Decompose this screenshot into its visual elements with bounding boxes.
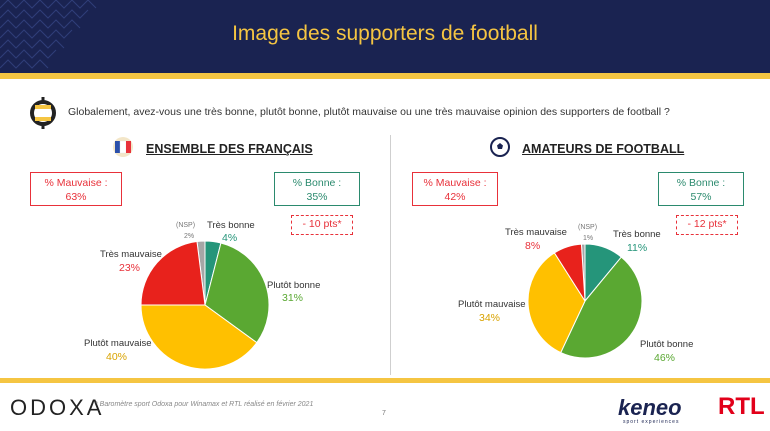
value-tres-bonne: 11%	[627, 242, 648, 254]
keneo-tagline: sport experiences	[623, 419, 680, 425]
bad-summary-label: % Mauvaise :	[423, 177, 487, 189]
footer-accent-bar	[0, 378, 770, 383]
odoxa-logo: ODOXA	[10, 395, 105, 420]
bad-summary-value: 63%	[65, 191, 87, 203]
delta-badge: - 10 pts*	[291, 215, 353, 235]
label-plutot-mauvaise: Plutôt mauvaise	[84, 338, 152, 349]
value-tres-mauvaise: 8%	[525, 240, 541, 252]
good-summary-value: 57%	[690, 191, 712, 203]
good-summary-box: % Bonne : 57%	[658, 172, 744, 206]
good-summary-label: % Bonne :	[292, 177, 342, 189]
label-plutot-bonne: Plutôt bonne	[640, 339, 694, 350]
footnote: * Baromètre sport Odoxa pour Winamax et …	[95, 401, 314, 408]
header-banner: Image des supporters de football	[0, 0, 770, 73]
football-icon	[490, 137, 510, 157]
survey-question: Globalement, avez-vous une très bonne, p…	[68, 106, 670, 118]
good-summary-value: 35%	[306, 191, 328, 203]
slice-plutot-mauvaise	[527, 252, 586, 354]
header-pattern	[0, 0, 97, 69]
rtl-logo: RTL	[718, 393, 765, 420]
slice-plutot-bonne	[204, 242, 270, 344]
page-number: 7	[382, 410, 386, 417]
delta-badge: - 12 pts*	[676, 215, 738, 235]
slice-plutot-mauvaise	[140, 304, 258, 370]
page-title: Image des supporters de football	[232, 22, 538, 45]
label-tres-mauvaise: Très mauvaise	[100, 249, 162, 260]
pie-chart-amateurs	[527, 243, 643, 359]
label-tres-mauvaise: Très mauvaise	[505, 227, 567, 238]
label-nsp: (NSP)	[176, 222, 196, 229]
slice-plutot-bonne	[560, 256, 643, 359]
odoxa-question-icon	[30, 97, 56, 129]
value-plutot-mauvaise: 34%	[479, 312, 501, 324]
value-plutot-mauvaise: 40%	[106, 351, 128, 363]
france-flag-icon	[113, 137, 133, 157]
bad-summary-value: 42%	[444, 191, 466, 203]
panel-title-amateurs: AMATEURS DE FOOTBALL	[522, 142, 685, 156]
slice-tres-mauvaise	[140, 240, 206, 306]
label-tres-bonne: Très bonne	[613, 229, 661, 240]
label-plutot-bonne: Plutôt bonne	[267, 280, 321, 291]
bad-summary-box: % Mauvaise : 63%	[30, 172, 122, 206]
label-plutot-mauvaise: Plutôt mauvaise	[458, 299, 526, 310]
value-plutot-bonne: 46%	[654, 352, 676, 364]
good-summary-label: % Bonne :	[676, 177, 726, 189]
slice-tres-mauvaise	[553, 243, 586, 302]
value-nsp: 2%	[184, 233, 195, 240]
value-nsp: 1%	[583, 235, 594, 242]
keneo-logo: keneo	[618, 395, 682, 420]
bad-summary-box: % Mauvaise : 42%	[412, 172, 498, 206]
good-summary-box: % Bonne : 35%	[274, 172, 360, 206]
label-nsp: (NSP)	[578, 224, 598, 231]
value-plutot-bonne: 31%	[282, 292, 304, 304]
bad-summary-label: % Mauvaise :	[44, 177, 108, 189]
value-tres-mauvaise: 23%	[119, 262, 141, 274]
value-tres-bonne: 4%	[222, 232, 238, 244]
label-tres-bonne: Très bonne	[207, 220, 255, 231]
panel-divider	[390, 135, 391, 375]
header-accent-bar	[0, 73, 770, 79]
panel-title-ensemble: ENSEMBLE DES FRANÇAIS	[146, 142, 313, 156]
pie-chart-ensemble	[140, 240, 270, 370]
